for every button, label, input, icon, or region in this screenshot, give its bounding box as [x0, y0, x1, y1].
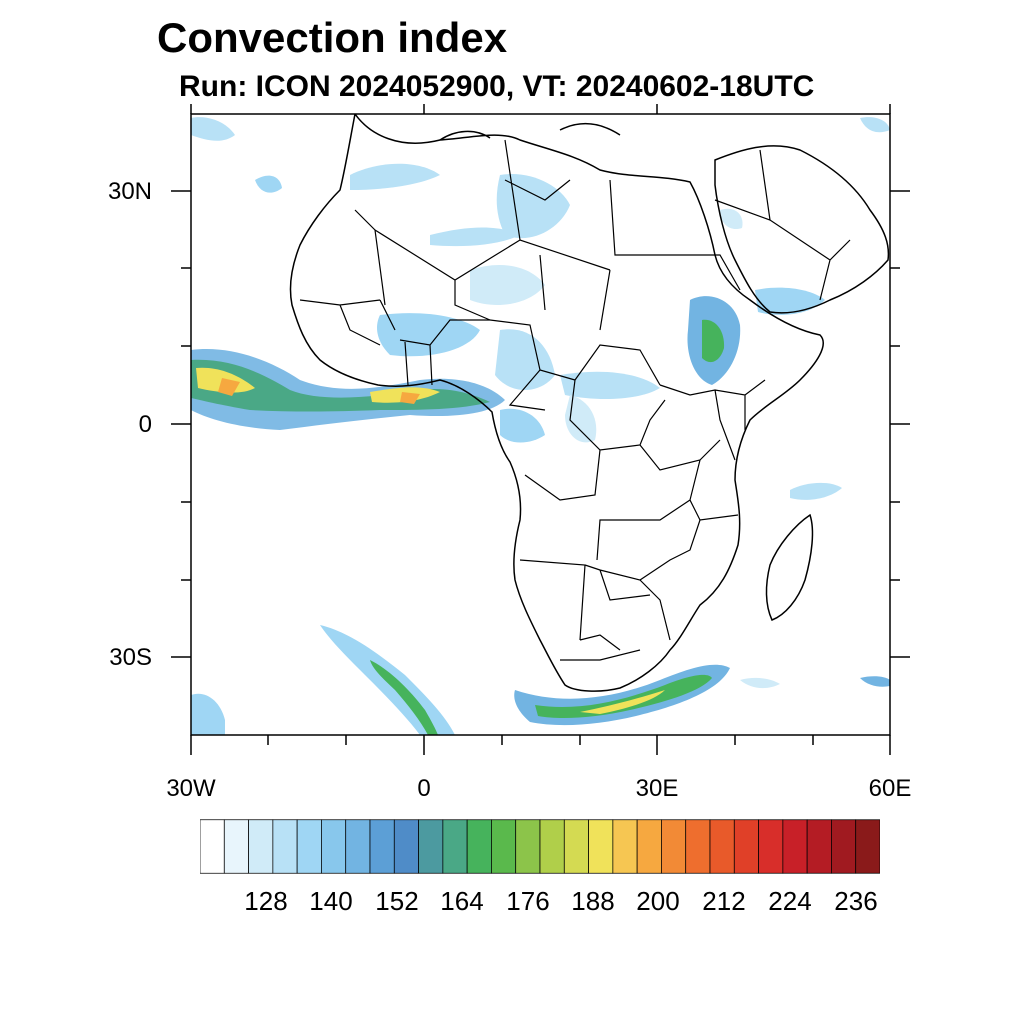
africa-coastline — [289, 114, 824, 692]
convection-patch-congo — [500, 408, 545, 443]
lat-label-0: 0 — [138, 411, 152, 438]
border-lines-west — [299, 299, 490, 386]
colorbar-cell — [612, 819, 638, 874]
lon-label-0: 0 — [417, 775, 431, 802]
convection-patch-sahel-2 — [377, 313, 480, 357]
colorbar-tick-label: 176 — [506, 886, 550, 916]
axis-ticks — [171, 104, 910, 755]
colorbar-cell — [491, 819, 517, 874]
colorbar-cell — [369, 819, 395, 874]
convection-patch-atlantic-30n — [255, 175, 282, 193]
colorbar-cell — [636, 819, 662, 874]
arabia-coastline — [714, 145, 890, 314]
colorbar-cell — [515, 819, 541, 874]
colorbar-tick-label: 140 — [309, 886, 353, 916]
convection-patch-gabon — [565, 395, 597, 443]
convection-patch-indian-ocean-3 — [740, 677, 780, 689]
convection-field — [191, 117, 890, 735]
colorbar-cell — [563, 819, 589, 874]
madagascar-coastline — [765, 513, 814, 621]
colorbar-cell — [296, 819, 322, 874]
colorbar-cell — [661, 819, 687, 874]
convection-patch-sahel-1 — [470, 265, 545, 305]
colorbar-cell — [200, 819, 225, 874]
colorbar-cell — [393, 819, 419, 874]
colorbar-tick-label: 164 — [440, 886, 484, 916]
convection-patch-sahara-3 — [430, 227, 520, 247]
convection-patch-ne-corner — [860, 117, 890, 133]
border-lines-south — [519, 519, 701, 661]
colorbar-cell — [709, 819, 735, 874]
colorbar-tick-label: 128 — [244, 886, 288, 916]
mediterranean-coast — [439, 122, 621, 141]
convection-patch-yemen — [755, 287, 825, 315]
colorbar-cell — [321, 819, 347, 874]
colorbar-tick-label: 188 — [571, 886, 615, 916]
lat-label-30s: 30S — [109, 644, 152, 671]
colorbar-cell — [855, 819, 880, 874]
convection-patch-indian-ocean-1 — [790, 482, 842, 500]
convection-patch-central-2 — [560, 371, 660, 400]
border-lines-central — [489, 319, 721, 501]
lat-label-30n: 30N — [107, 178, 152, 205]
colorbar-cell — [345, 819, 371, 874]
colorbar-cell — [223, 819, 249, 874]
convection-patch-sahara-2 — [350, 163, 440, 190]
convection-band-west-africa-peak — [196, 367, 440, 403]
coastlines — [289, 114, 890, 692]
colorbar-cell — [588, 819, 614, 874]
colorbar-tick-label: 200 — [636, 886, 680, 916]
colorbar — [200, 819, 880, 874]
border-lines-north — [354, 139, 705, 331]
convection-patch-indian-ocean-2 — [860, 676, 890, 687]
colorbar-cell — [442, 819, 468, 874]
colorbar-cell — [733, 819, 759, 874]
colorbar-cell — [782, 819, 808, 874]
convection-patch-ethiopia-core — [702, 319, 725, 363]
colorbar-cell — [806, 819, 832, 874]
convection-band-south-africa-core — [535, 674, 712, 718]
convection-band-south-atlantic-core — [370, 660, 438, 735]
colorbar-cell — [466, 819, 492, 874]
colorbar-cell — [685, 819, 711, 874]
convection-patch-sw-corner — [191, 693, 225, 735]
colorbar-cell — [831, 819, 857, 874]
colorbar-cell — [758, 819, 784, 874]
colorbar-tick-label: 224 — [768, 886, 812, 916]
convection-patch-sahara-1 — [496, 174, 570, 239]
lon-label-60e: 60E — [868, 775, 912, 802]
convection-band-south-africa-peak — [580, 690, 665, 714]
colorbar-tick-label: 152 — [375, 886, 419, 916]
map-subtitle: Run: ICON 2024052900, VT: 20240602-18UTC — [179, 70, 815, 103]
colorbar-tick-label: 236 — [834, 886, 878, 916]
lon-label-30w: 30W — [166, 775, 216, 802]
colorbar-cell — [539, 819, 565, 874]
colorbar-cell — [248, 819, 274, 874]
country-borders — [299, 139, 851, 661]
colorbar-tick-label: 212 — [702, 886, 746, 916]
map-title: Convection index — [157, 14, 508, 61]
border-lines-arabia — [705, 149, 851, 301]
convection-patch-atlantic-nw — [191, 117, 235, 141]
convection-patch-arabia — [720, 208, 743, 230]
colorbar-cell — [418, 819, 444, 874]
lon-label-30e: 30E — [635, 775, 679, 802]
colorbar-cell — [272, 819, 298, 874]
convection-patch-central-1 — [495, 329, 555, 390]
border-lines-east — [596, 379, 766, 561]
